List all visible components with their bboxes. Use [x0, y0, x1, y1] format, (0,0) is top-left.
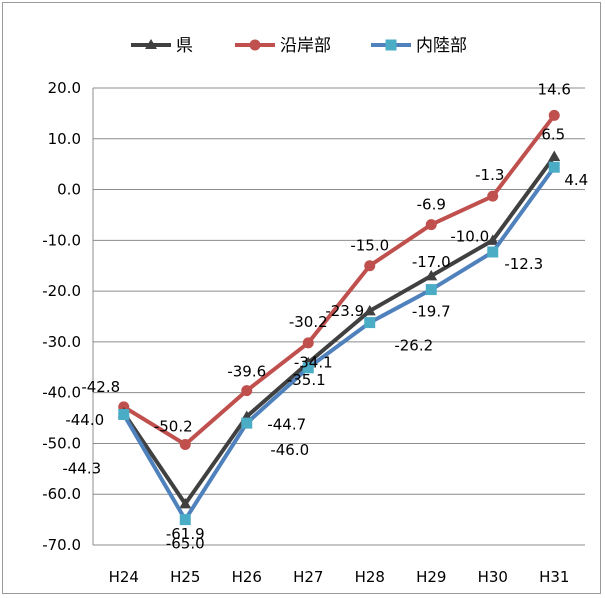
x-tick-label: H26 — [232, 568, 262, 586]
data-label: -26.2 — [394, 337, 433, 355]
series-line — [122, 166, 556, 522]
data-label: -39.6 — [227, 363, 266, 381]
data-label: -6.9 — [417, 196, 446, 214]
x-tick-label: H25 — [170, 568, 200, 586]
x-tick-label: H24 — [109, 568, 139, 586]
legend: 県 沿岸部 内陸部 — [131, 36, 467, 56]
legend-label: 沿岸部 — [280, 36, 331, 56]
y-tick-label: -60.0 — [42, 485, 81, 503]
data-point — [179, 497, 192, 509]
data-point — [179, 514, 191, 526]
data-label: -46.0 — [270, 441, 309, 459]
legend-label: 県 — [176, 36, 193, 56]
data-point — [425, 269, 438, 281]
legend-item-pref: 県 — [131, 36, 193, 56]
series-line — [122, 155, 556, 506]
data-point — [364, 260, 376, 272]
data-point — [302, 362, 314, 374]
data-label: 4.4 — [564, 171, 588, 189]
data-label: -19.7 — [412, 303, 451, 321]
x-tick-label: H29 — [416, 568, 446, 586]
data-point — [487, 246, 499, 258]
data-point — [363, 304, 376, 316]
data-point — [486, 234, 499, 245]
data-label: 14.6 — [538, 80, 571, 98]
data-label: -35.1 — [287, 371, 326, 389]
data-point — [364, 317, 376, 329]
x-axis: H24 H25 H26 H27 H28 H29 H30 H31 — [109, 568, 570, 586]
data-label: -61.9 — [166, 525, 205, 543]
data-label: -30.2 — [289, 313, 328, 331]
data-point — [302, 337, 314, 349]
data-point — [548, 150, 561, 162]
data-label: -44.7 — [267, 416, 306, 434]
data-label: -23.9 — [325, 302, 364, 320]
x-tick-label: H27 — [293, 568, 323, 586]
series-line — [122, 114, 556, 447]
gridlines — [93, 87, 585, 546]
x-tick-label: H31 — [539, 568, 569, 586]
data-point — [241, 385, 253, 397]
series-lines — [117, 109, 561, 526]
data-label: -65.0 — [166, 535, 205, 553]
data-point — [179, 438, 191, 450]
legend-item-coast: 沿岸部 — [235, 36, 331, 56]
data-point — [241, 417, 253, 429]
legend-item-inland: 内陸部 — [371, 36, 467, 56]
data-label: -44.0 — [65, 411, 104, 429]
y-tick-label: 20.0 — [48, 79, 81, 97]
data-labels: -44.0 -61.9 -44.7 -34.1 -23.9 -17.0 -10.0 6.5 -4… — [62, 80, 588, 552]
y-axis: 20.0 10.0 0.0 -10.0 -20.0 -30.0 -40.0 -50.0 -60.… — [42, 79, 94, 554]
data-label: -44.3 — [62, 460, 101, 478]
data-label: -50.2 — [154, 417, 193, 435]
y-tick-label: -40.0 — [42, 384, 81, 402]
data-label: -17.0 — [412, 253, 451, 271]
data-point — [425, 284, 437, 296]
x-tick-label: H30 — [478, 568, 508, 586]
data-point — [487, 190, 499, 202]
data-label: -1.3 — [475, 166, 504, 184]
data-label: -42.8 — [81, 378, 120, 396]
y-tick-label: 0.0 — [57, 181, 81, 199]
data-label: -10.0 — [450, 227, 489, 245]
data-point — [425, 219, 437, 231]
data-point — [548, 161, 560, 173]
y-tick-label: -20.0 — [42, 282, 81, 300]
data-label: -12.3 — [504, 255, 543, 273]
data-label: 6.5 — [541, 126, 565, 144]
y-tick-label: -70.0 — [42, 536, 81, 554]
legend-label: 内陸部 — [416, 36, 467, 56]
y-tick-label: 10.0 — [48, 130, 81, 148]
data-point — [548, 109, 560, 121]
x-tick-label: H28 — [355, 568, 385, 586]
y-tick-label: -30.0 — [42, 333, 81, 351]
y-tick-label: -50.0 — [42, 434, 81, 452]
y-tick-label: -10.0 — [42, 231, 81, 249]
data-label: -15.0 — [350, 237, 389, 255]
data-label: -34.1 — [294, 354, 333, 372]
data-point — [118, 409, 130, 421]
